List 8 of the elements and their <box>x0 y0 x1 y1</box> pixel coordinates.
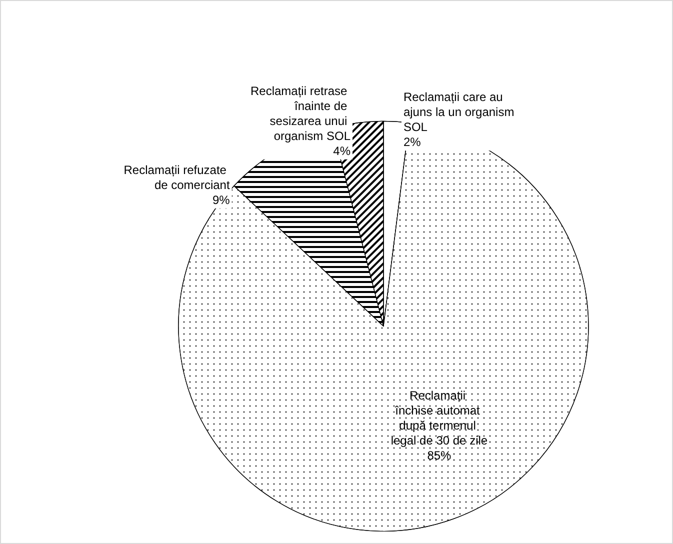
slice-label: Reclamații care au ajuns la un organism SOL <box>403 90 518 134</box>
data-label: 9% <box>212 192 230 207</box>
data-label: 4% <box>333 144 351 158</box>
data-label: 2% <box>403 135 422 150</box>
slice-label: Reclamații retrase înainte de sesizarea unui organism SOL <box>250 84 351 143</box>
data-label: 85% <box>427 448 452 462</box>
slice-label: Reclamații refuzate de comerciant <box>124 162 230 192</box>
slice-label: Reclamații închise automat după termenul legal de 30 de zile <box>390 388 488 448</box>
